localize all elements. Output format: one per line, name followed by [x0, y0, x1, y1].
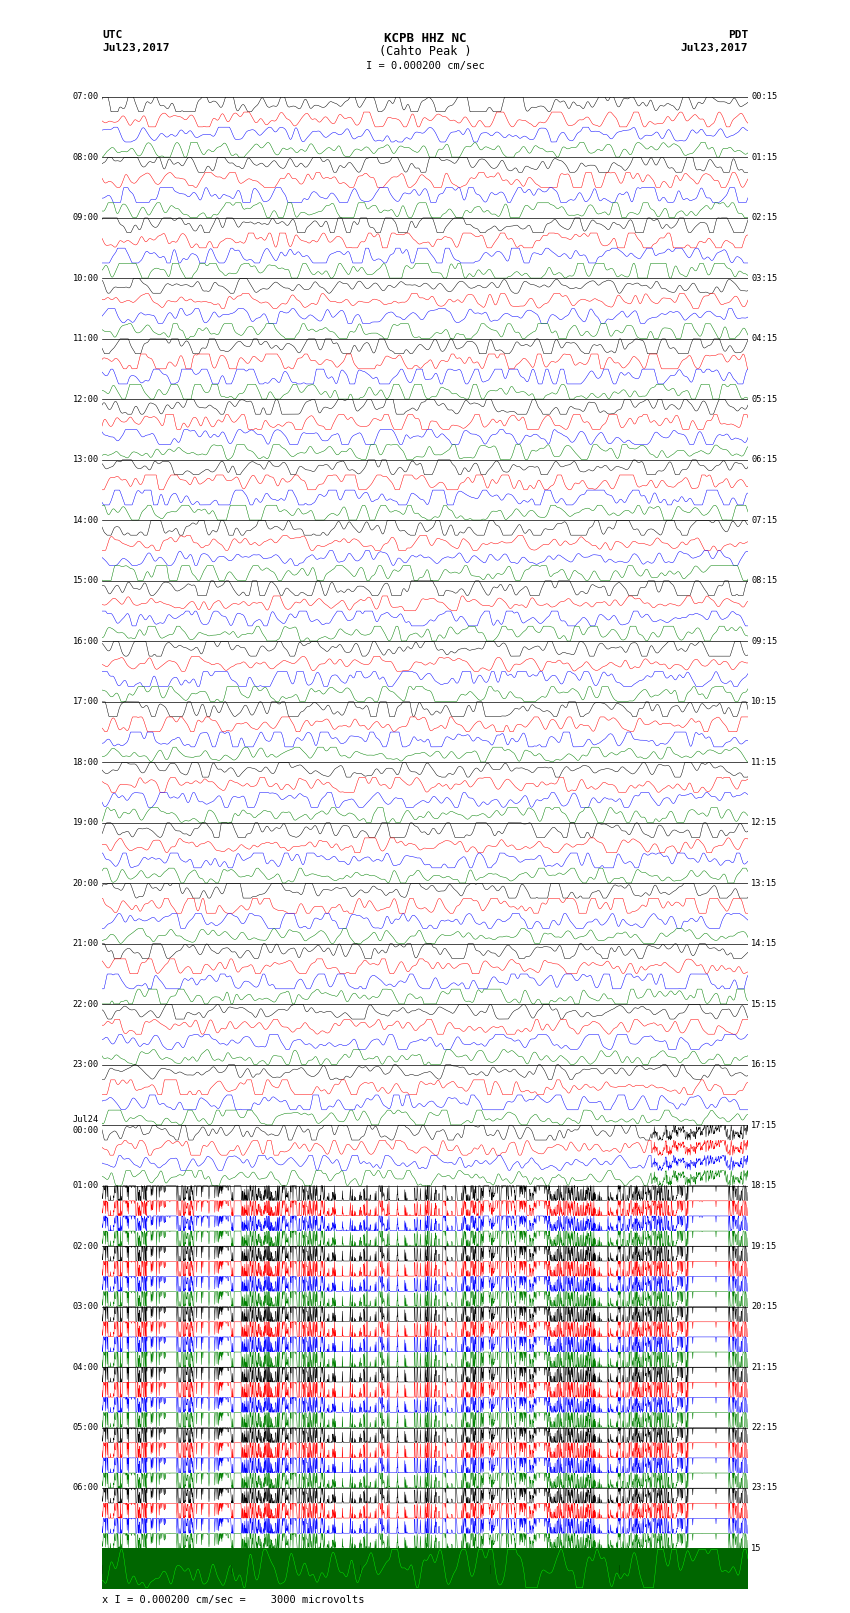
Text: 02:00: 02:00 [72, 1242, 99, 1250]
Text: Jul23,2017: Jul23,2017 [681, 44, 748, 53]
Text: 15: 15 [751, 1544, 762, 1553]
Text: PDT: PDT [728, 31, 748, 40]
Text: 17:15: 17:15 [751, 1121, 778, 1129]
Text: 09:15: 09:15 [751, 637, 778, 645]
Text: 21:00: 21:00 [72, 939, 99, 948]
Text: 12:00: 12:00 [72, 395, 99, 403]
Text: Jul23,2017: Jul23,2017 [102, 44, 169, 53]
Text: 11:15: 11:15 [751, 758, 778, 766]
Text: 01:00: 01:00 [72, 1181, 99, 1190]
Text: I = 0.000200 cm/sec: I = 0.000200 cm/sec [366, 61, 484, 71]
Text: 19:00: 19:00 [72, 818, 99, 827]
Text: 03:00: 03:00 [72, 1302, 99, 1311]
Text: 04:15: 04:15 [751, 334, 778, 344]
Text: UTC: UTC [102, 31, 122, 40]
Text: 20:15: 20:15 [751, 1302, 778, 1311]
Text: 13:00: 13:00 [72, 455, 99, 465]
Text: 15:15: 15:15 [751, 1000, 778, 1008]
Text: 14:15: 14:15 [751, 939, 778, 948]
Text: x I = 0.000200 cm/sec =    3000 microvolts: x I = 0.000200 cm/sec = 3000 microvolts [102, 1595, 365, 1605]
Text: 15:00: 15:00 [72, 576, 99, 586]
Text: 09:00: 09:00 [72, 213, 99, 223]
Text: 23:00: 23:00 [72, 1060, 99, 1069]
Text: 11:00: 11:00 [72, 334, 99, 344]
Text: 12:15: 12:15 [751, 818, 778, 827]
Text: 17:00: 17:00 [72, 697, 99, 706]
Text: 22:00: 22:00 [72, 1000, 99, 1008]
Text: 04:00: 04:00 [72, 1363, 99, 1371]
Text: 22:15: 22:15 [751, 1423, 778, 1432]
Text: 03:15: 03:15 [751, 274, 778, 282]
Text: 06:00: 06:00 [72, 1484, 99, 1492]
Text: (Cahto Peak ): (Cahto Peak ) [379, 45, 471, 58]
Text: 16:15: 16:15 [751, 1060, 778, 1069]
Text: KCPB HHZ NC: KCPB HHZ NC [383, 32, 467, 45]
Text: 05:15: 05:15 [751, 395, 778, 403]
Text: 18:15: 18:15 [751, 1181, 778, 1190]
Text: 10:00: 10:00 [72, 274, 99, 282]
Text: 14:00: 14:00 [72, 516, 99, 524]
Text: 01:15: 01:15 [751, 153, 778, 161]
Text: 00:15: 00:15 [751, 92, 778, 102]
Text: 08:15: 08:15 [751, 576, 778, 586]
Text: 02:15: 02:15 [751, 213, 778, 223]
Text: 23:15: 23:15 [751, 1484, 778, 1492]
Text: 20:00: 20:00 [72, 879, 99, 887]
Text: 21:15: 21:15 [751, 1363, 778, 1371]
Text: 06:15: 06:15 [751, 455, 778, 465]
Text: 16:00: 16:00 [72, 637, 99, 645]
Text: 18:00: 18:00 [72, 758, 99, 766]
Text: 07:00: 07:00 [72, 92, 99, 102]
Text: Jul24
00:00: Jul24 00:00 [72, 1115, 99, 1136]
Text: 08:00: 08:00 [72, 153, 99, 161]
Text: 13:15: 13:15 [751, 879, 778, 887]
Text: 10:15: 10:15 [751, 697, 778, 706]
Text: 05:00: 05:00 [72, 1423, 99, 1432]
Text: 07:15: 07:15 [751, 516, 778, 524]
Text: 19:15: 19:15 [751, 1242, 778, 1250]
